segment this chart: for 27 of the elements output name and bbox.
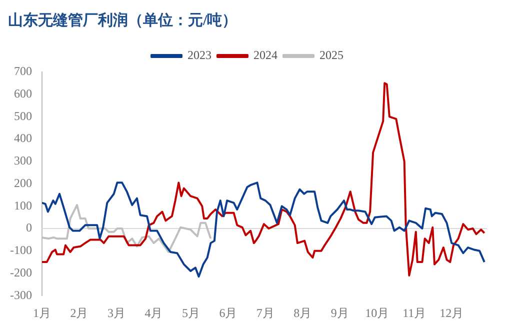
x-tick-label: 5月 [182,306,200,320]
x-tick-label: 6月 [219,306,238,320]
x-tick-label: 3月 [107,306,126,320]
legend-label: 2025 [320,48,344,62]
x-tick-label: 7月 [256,306,274,320]
legend-label: 2024 [254,48,278,62]
y-tick-label: 0 [26,220,32,235]
x-tick-label: 1月 [32,306,51,320]
y-tick-label: 500 [14,108,32,123]
x-tick-label: 2月 [70,306,88,320]
x-tick-label: 9月 [330,306,349,320]
y-tick-label: -200 [10,265,32,280]
x-tick-label: 10月 [365,306,390,320]
y-tick-label: -100 [10,243,32,258]
x-tick-label: 11月 [402,306,426,320]
y-tick-label: -300 [10,288,32,302]
x-tick-label: 12月 [440,306,464,320]
x-tick-label: 4月 [144,306,163,320]
y-tick-label: 600 [14,86,32,101]
chart-title: 山东无缝管厂利润（单位：元/吨） [8,10,238,29]
x-tick-label: 8月 [294,306,312,320]
y-tick-label: 700 [14,64,32,78]
y-tick-label: 100 [14,198,32,212]
y-tick-label: 200 [14,176,32,190]
y-tick-label: 400 [14,131,32,146]
legend-label: 2023 [188,48,212,62]
y-tick-label: 300 [14,154,32,168]
